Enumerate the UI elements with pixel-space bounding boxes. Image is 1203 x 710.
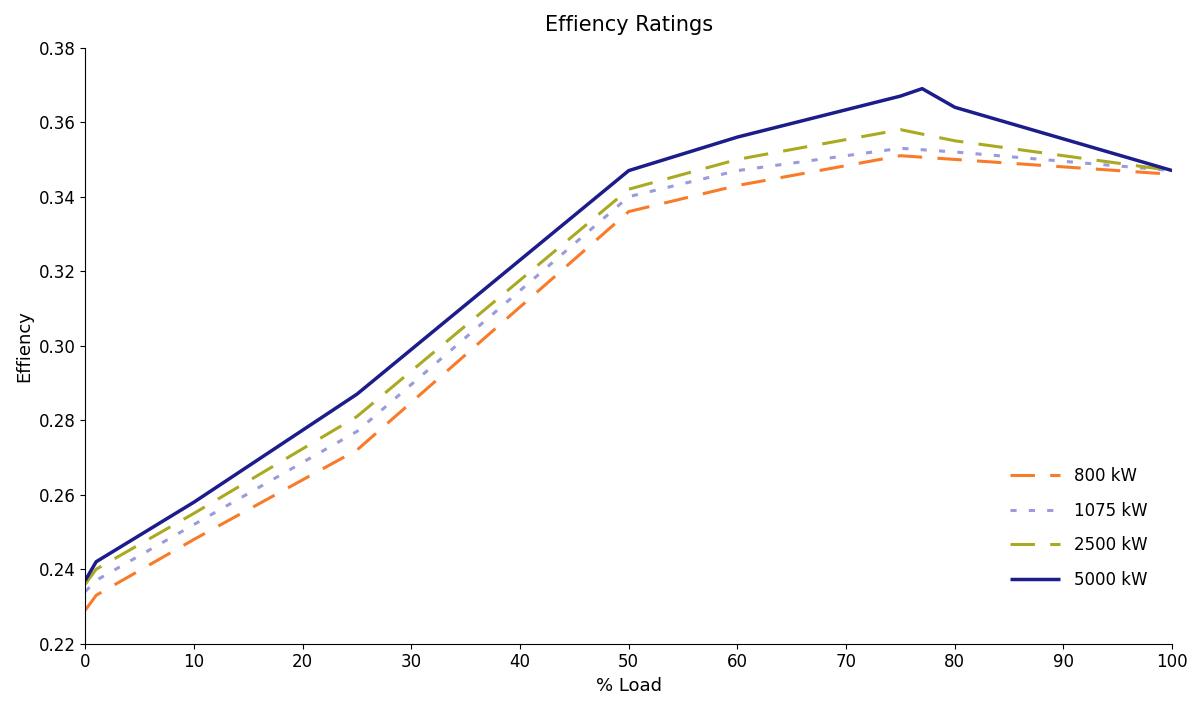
5000 kW bbox=[730, 133, 745, 141]
800 kW bbox=[622, 207, 636, 216]
1075 kW bbox=[1165, 166, 1179, 175]
Line: 800 kW: 800 kW bbox=[85, 155, 1172, 610]
1075 kW bbox=[948, 148, 962, 156]
Line: 5000 kW: 5000 kW bbox=[85, 89, 1172, 580]
1075 kW bbox=[730, 166, 745, 175]
5000 kW bbox=[78, 576, 93, 584]
1075 kW bbox=[89, 576, 103, 584]
Y-axis label: Effiency: Effiency bbox=[14, 310, 32, 382]
2500 kW bbox=[78, 580, 93, 589]
1075 kW bbox=[622, 192, 636, 201]
1075 kW bbox=[350, 427, 365, 436]
X-axis label: % Load: % Load bbox=[595, 677, 662, 695]
800 kW bbox=[948, 155, 962, 164]
2500 kW bbox=[948, 136, 962, 145]
Title: Effiency Ratings: Effiency Ratings bbox=[545, 15, 713, 35]
1075 kW bbox=[78, 587, 93, 596]
2500 kW bbox=[730, 155, 745, 164]
800 kW bbox=[89, 591, 103, 599]
5000 kW bbox=[1165, 166, 1179, 175]
800 kW bbox=[1165, 170, 1179, 179]
5000 kW bbox=[350, 390, 365, 398]
5000 kW bbox=[89, 557, 103, 566]
800 kW bbox=[730, 181, 745, 190]
5000 kW bbox=[622, 166, 636, 175]
800 kW bbox=[78, 606, 93, 614]
1075 kW bbox=[186, 520, 201, 529]
2500 kW bbox=[1165, 166, 1179, 175]
Line: 1075 kW: 1075 kW bbox=[85, 148, 1172, 591]
5000 kW bbox=[894, 92, 908, 100]
1075 kW bbox=[894, 144, 908, 153]
800 kW bbox=[350, 446, 365, 454]
Line: 2500 kW: 2500 kW bbox=[85, 130, 1172, 584]
2500 kW bbox=[89, 565, 103, 574]
2500 kW bbox=[350, 413, 365, 421]
5000 kW bbox=[186, 498, 201, 506]
2500 kW bbox=[622, 185, 636, 194]
5000 kW bbox=[948, 103, 962, 111]
2500 kW bbox=[186, 509, 201, 518]
800 kW bbox=[894, 151, 908, 160]
Legend: 800 kW, 1075 kW, 2500 kW, 5000 kW: 800 kW, 1075 kW, 2500 kW, 5000 kW bbox=[994, 450, 1163, 606]
800 kW bbox=[186, 535, 201, 544]
2500 kW bbox=[894, 126, 908, 134]
5000 kW bbox=[915, 84, 930, 93]
